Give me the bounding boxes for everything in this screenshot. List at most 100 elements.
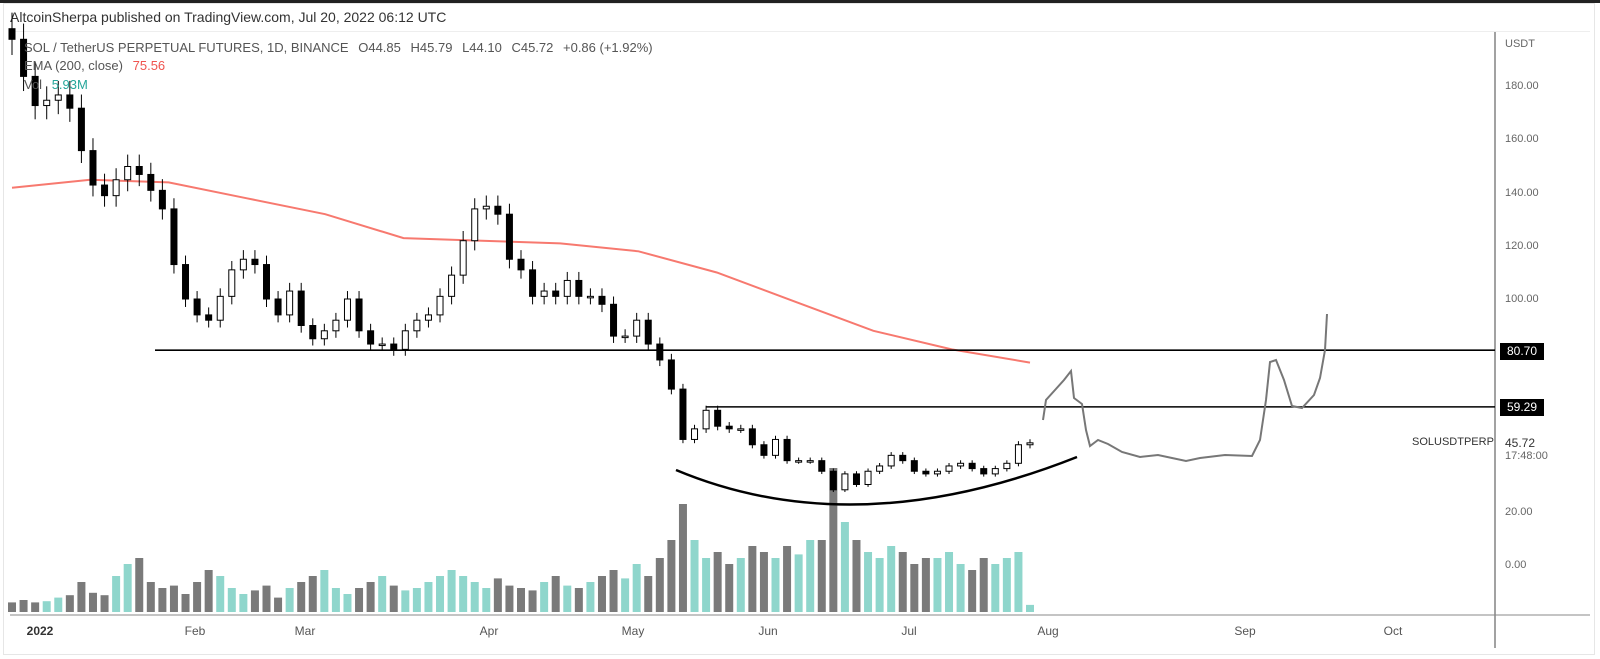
volume-bar [1026,604,1034,612]
price-tick: 0.00 [1505,559,1527,571]
volume-bar [8,602,16,612]
candle-body [679,388,687,440]
volume-legend[interactable]: Vol 5.93M [24,77,94,92]
volume-bar [597,576,606,612]
volume-bar [366,582,375,612]
close-value: C45.72 [511,40,554,55]
candle-body [772,438,779,456]
volume-bar [227,588,236,612]
volume-bar [505,585,514,612]
candle-body [852,473,860,485]
candle-body [436,295,444,316]
level-label-low[interactable]: 59.29 [1500,399,1544,416]
volume-bar [65,595,74,612]
header-divider [10,31,1590,32]
volume-bar [470,582,479,612]
candle-body [945,465,953,472]
candle-body [610,303,618,337]
volume-bar [42,601,51,612]
price-tick: 20.00 [1505,506,1533,518]
projection-path-drawing[interactable] [1042,313,1328,463]
volume-bar [447,570,456,612]
volume-bar [193,582,202,612]
rounded-bottom-arc-drawing[interactable] [675,455,1078,506]
volume-bar [355,588,364,612]
symbol-legend: SOL / TetherUS PERPETUAL FUTURES, 1D, BI… [24,40,659,55]
candle-body [667,359,675,390]
time-tick: 2022 [26,624,54,638]
candle-body [228,269,236,297]
volume-bar [609,570,618,612]
candle-body [343,298,351,321]
candle-body [482,205,490,210]
volume-bar [123,564,132,612]
candle-body [656,343,664,361]
time-tick: Sep [1234,624,1256,638]
volume-bar [135,558,144,612]
volume-bar [320,570,329,612]
volume-bar [181,594,190,612]
candle-body [193,298,201,316]
candle-body [43,99,51,107]
candle-body [876,465,884,472]
candle-body [101,184,109,197]
volume-bar [285,588,294,612]
candle-body [806,460,814,463]
candle-body [31,75,39,107]
candle-body [957,462,965,467]
candle-body [563,279,571,297]
volume-bar [250,590,259,612]
volume-bar [459,576,468,612]
volume-bar [19,600,28,612]
volume-bar [517,588,525,612]
candle-body [309,325,317,340]
level-label-high[interactable]: 80.70 [1500,343,1544,360]
symbol-name: SOL / TetherUS PERPETUAL FUTURES, 1D, BI… [24,40,349,55]
candle-body [205,314,213,321]
candle-body [112,179,120,197]
high-value: H45.79 [410,40,453,55]
ema-legend[interactable]: EMA (200, close) 75.56 [24,58,171,73]
volume-bar [864,552,873,612]
volume-bar [424,582,433,612]
volume-bar [158,588,167,612]
candle-body [297,290,305,326]
candle-body [413,319,421,332]
candle-body [540,290,548,297]
candle-body [933,470,941,475]
volume-bar [493,578,502,612]
volume-bar [88,592,97,612]
candle-body [135,166,143,175]
volume-bar [297,582,306,612]
volume-bar [840,522,849,612]
volume-bar [100,595,109,612]
change-value: +0.86 (+1.92%) [563,40,653,55]
volume-bar [678,504,687,612]
time-tick: Oct [1383,624,1403,638]
volume-bar [216,576,225,612]
candle-body [922,470,930,475]
volume-bar [77,582,86,612]
volume-bar [586,582,595,612]
volume-bar [204,570,213,612]
volume-bar [968,570,977,612]
price-tick: 120.00 [1505,240,1539,252]
price-tick: 100.00 [1505,293,1539,305]
candle-body [748,428,756,446]
price-tick: 180.00 [1505,80,1539,92]
candle-body [621,335,629,339]
volume-bar [482,588,491,612]
candle-body [20,38,28,77]
volume-bar [713,552,722,612]
volume-bar [274,597,283,612]
low-value: L44.10 [462,40,502,55]
volume-bar [262,585,271,612]
candle-body [124,166,132,181]
time-tick: Feb [184,624,206,638]
candle-body [968,462,976,470]
ema-value: 75.56 [132,58,166,73]
volume-bar [748,546,757,612]
volume-bar [146,582,155,612]
candle-body [274,298,282,316]
